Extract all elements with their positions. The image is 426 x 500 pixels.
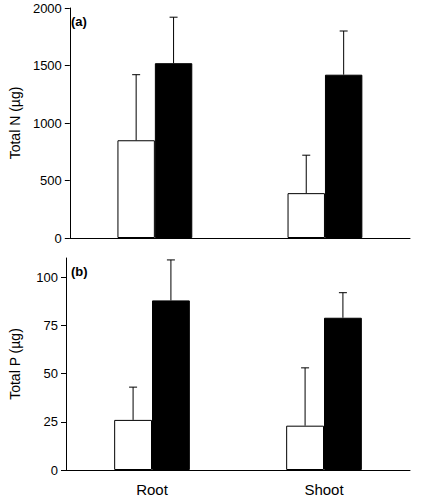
svg-text:1000: 1000 — [33, 116, 62, 131]
svg-text:500: 500 — [40, 173, 62, 188]
svg-text:Root: Root — [136, 481, 169, 498]
svg-text:75: 75 — [44, 318, 58, 333]
svg-text:25: 25 — [44, 414, 58, 429]
svg-text:Total P (µg): Total P (µg) — [7, 328, 23, 400]
svg-text:2000: 2000 — [33, 1, 62, 16]
svg-text:0: 0 — [55, 231, 62, 246]
svg-text:Shoot: Shoot — [304, 481, 344, 498]
svg-text:50: 50 — [44, 366, 58, 381]
svg-text:Total N (µg): Total N (µg) — [7, 87, 23, 160]
svg-text:1500: 1500 — [33, 58, 62, 73]
svg-text:0: 0 — [51, 463, 58, 478]
svg-text:(b): (b) — [71, 264, 88, 279]
svg-text:100: 100 — [36, 270, 58, 285]
svg-text:(a): (a) — [71, 14, 87, 29]
